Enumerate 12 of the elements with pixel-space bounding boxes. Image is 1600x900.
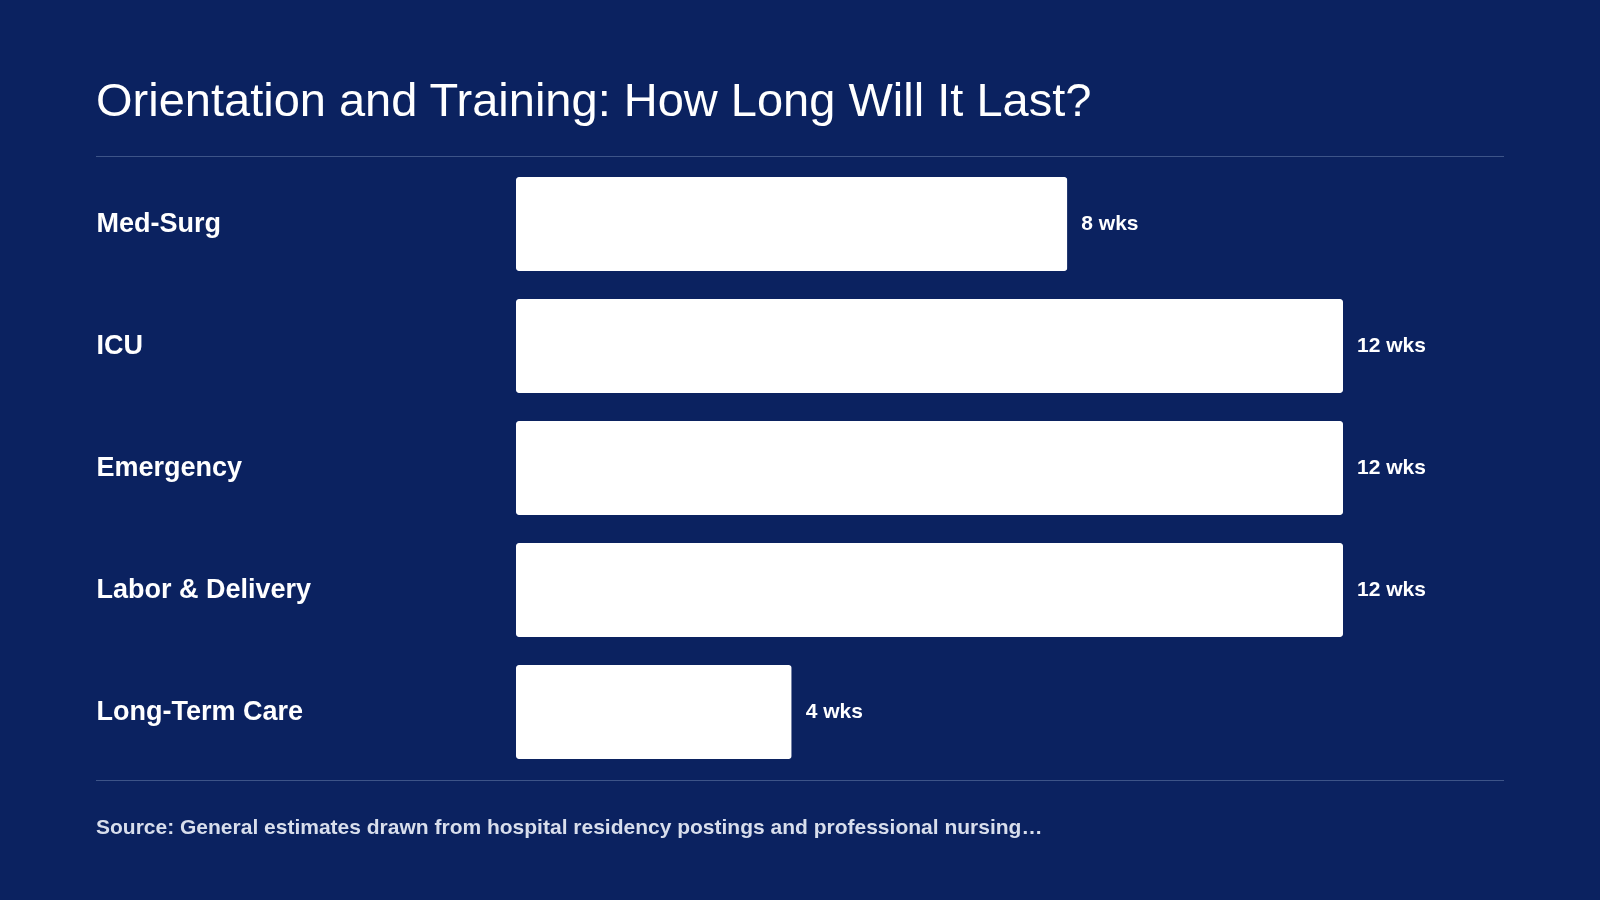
- y-tick-label: Med-Surg: [96, 208, 221, 238]
- chart-title: Orientation and Training: How Long Will It Last?: [96, 72, 1092, 127]
- y-tick-label: ICU: [96, 330, 143, 360]
- y-tick-label: Long-Term Care: [96, 696, 304, 726]
- data-label: 8 wks: [1081, 211, 1139, 234]
- data-label: 4 wks: [805, 699, 863, 722]
- data-label: 12 wks: [1357, 333, 1426, 356]
- y-tick-label: Emergency: [96, 452, 243, 482]
- data-label: 12 wks: [1357, 577, 1426, 600]
- data-label: 12 wks: [1357, 455, 1426, 478]
- source-note: Source: General estimates drawn from hospital residency postings and professional nursing…: [96, 815, 1043, 839]
- y-tick-label: Labor & Delivery: [96, 574, 312, 604]
